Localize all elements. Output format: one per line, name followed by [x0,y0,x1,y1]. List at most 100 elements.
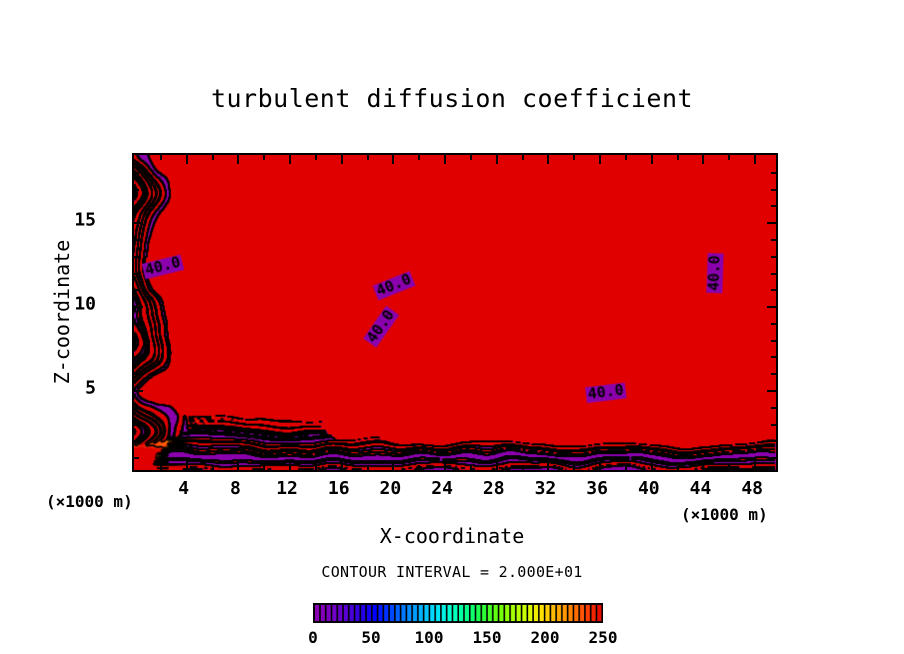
x-tick-label: 32 [534,478,557,499]
axis-tick [134,238,139,241]
axis-tick [754,461,757,470]
axis-tick [771,406,776,409]
axis-tick [728,155,731,160]
y-axis-title: Z-coordinate [50,239,74,385]
axis-tick [185,461,188,470]
axis-tick [771,423,776,426]
axis-tick [134,322,139,325]
axis-tick [134,255,139,258]
axis-tick [314,465,317,470]
colorbar [313,603,603,623]
x-tick-label: 48 [741,478,763,499]
axis-tick [134,440,139,443]
axis-tick [771,255,776,258]
axis-tick [263,155,266,160]
axis-tick [134,423,139,426]
axis-tick [650,155,653,164]
y-tick-label: 15 [74,209,96,231]
axis-tick [134,306,143,309]
axis-tick [237,461,240,470]
axis-tick [754,155,757,164]
axis-tick [547,155,550,164]
x-tick-label: 40 [637,478,660,499]
axis-tick [134,373,139,376]
axis-tick [134,406,139,409]
axis-tick [134,356,139,359]
x-units-left: (×1000 m) [46,492,133,511]
axis-tick [547,461,550,470]
axis-tick [599,461,602,470]
colorbar-tick-label: 250 [588,628,618,647]
axis-tick [624,465,627,470]
x-tick-label: 20 [379,478,402,499]
axis-tick [392,155,395,164]
axis-tick [211,465,214,470]
axis-tick [444,155,447,164]
axis-tick [495,461,498,470]
x-units-right: (×1000 m) [681,505,768,524]
axis-tick [771,188,776,191]
axis-tick [134,390,143,393]
axis-tick [771,339,776,342]
axis-tick [314,155,317,160]
axis-tick [771,289,776,292]
page-title: turbulent diffusion coefficient [210,84,694,113]
axis-tick [134,339,139,342]
colorbar-tick-label: 0 [308,628,318,647]
axis-tick [771,457,776,460]
axis-tick [340,155,343,164]
axis-tick [728,465,731,470]
axis-tick [771,356,776,359]
axis-tick [340,461,343,470]
axis-tick [418,155,421,160]
axis-tick [676,465,679,470]
axis-tick [771,322,776,325]
x-tick-label: 12 [276,478,298,499]
y-tick-label: 5 [85,377,96,399]
contour-interval-caption: CONTOUR INTERVAL = 2.000E+01 [321,563,583,581]
axis-tick [134,457,139,460]
axis-tick [771,272,776,275]
axis-tick [702,461,705,470]
axis-tick [289,155,292,164]
axis-tick [237,155,240,164]
axis-tick [469,465,472,470]
axis-tick [159,465,162,470]
x-tick-label: 8 [229,478,241,499]
axis-tick [134,272,139,275]
axis-tick [702,155,705,164]
axis-tick [495,155,498,164]
x-tick-label: 4 [178,478,190,499]
axis-tick [418,465,421,470]
axis-tick [521,465,524,470]
plot-area [132,153,778,472]
axis-tick [134,289,139,292]
axis-tick [771,171,776,174]
axis-tick [650,461,653,470]
colorbar-tick-label: 50 [361,628,381,647]
axis-tick [289,461,292,470]
axis-tick [185,155,188,164]
axis-tick [767,390,776,393]
axis-tick [676,155,679,160]
colorbar-tick-label: 150 [472,628,502,647]
axis-tick [624,155,627,160]
axis-tick [134,222,143,225]
axis-tick [767,306,776,309]
axis-tick [573,155,576,160]
colorbar-tick-label: 200 [530,628,560,647]
axis-tick [767,222,776,225]
axis-tick [469,155,472,160]
axis-tick [263,465,266,470]
axis-tick [444,461,447,470]
axis-tick [771,373,776,376]
axis-tick [134,188,139,191]
x-tick-label: 36 [586,478,608,499]
axis-tick [599,155,602,164]
axis-tick [392,461,395,470]
contour-field-canvas [134,155,776,470]
x-axis-title: X-coordinate [379,524,525,548]
x-tick-label: 28 [482,478,505,499]
axis-tick [159,155,162,160]
axis-tick [366,155,369,160]
